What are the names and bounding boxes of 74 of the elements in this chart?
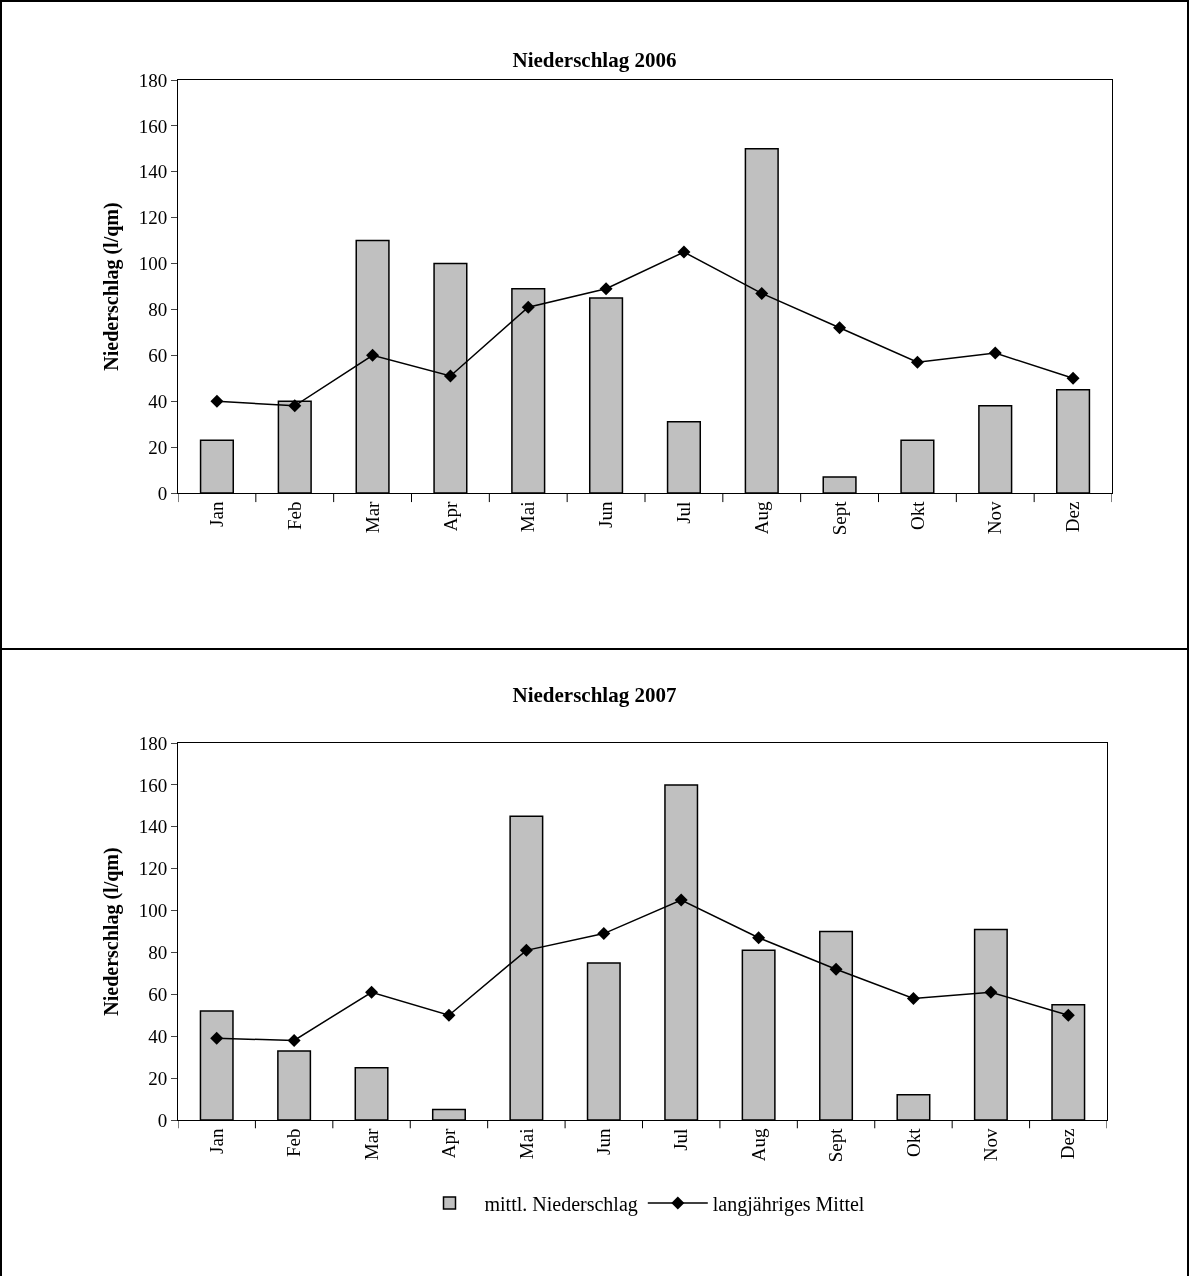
x-tick-label: Jan: [206, 501, 228, 527]
legend-label: mittl. Niederschlag: [484, 1192, 638, 1216]
point: [910, 355, 924, 369]
y-tick-label: 80: [148, 299, 168, 321]
x-tick-label: Jan: [205, 1128, 227, 1154]
x-tick-label: Jun: [595, 501, 617, 529]
x-tick-label: Mar: [360, 1127, 382, 1161]
y-tick-label: 120: [138, 207, 168, 229]
y-tick-label: 0: [157, 482, 168, 504]
chart-title: Niederschlag 2006: [512, 48, 677, 73]
y-tick-label: 180: [138, 69, 168, 91]
point: [210, 1031, 224, 1045]
x-tick-label: Apr: [438, 1127, 460, 1159]
x-tick-label: Feb: [283, 501, 305, 531]
y-tick-label: 140: [138, 161, 168, 183]
point: [519, 943, 533, 957]
point: [210, 394, 224, 408]
point: [365, 985, 379, 999]
chart-title: Niederschlag 2007: [512, 683, 677, 708]
point: [366, 348, 380, 362]
x-tick-label: Aug: [747, 1128, 769, 1162]
point: [829, 962, 843, 976]
x-tick-label: Dez: [1062, 501, 1084, 533]
x-tick-label: Sept: [825, 1127, 847, 1163]
x-tick-label: Aug: [750, 501, 772, 535]
x-tick-label: Nov: [980, 1128, 1002, 1162]
y-tick-label: 160: [138, 774, 168, 796]
y-tick-label: 180: [138, 732, 168, 754]
y-tick-label: 40: [148, 390, 168, 412]
x-tick-label: Feb: [283, 1128, 305, 1158]
y-tick-label: 0: [157, 1109, 168, 1131]
point: [521, 300, 535, 314]
y-tick-label: 100: [138, 253, 168, 275]
x-tick-label: Sept: [828, 500, 850, 536]
point: [984, 985, 998, 999]
point: [288, 399, 302, 413]
x-tick-label: Nov: [984, 501, 1006, 535]
x-tick-label: Apr: [439, 500, 461, 532]
point: [988, 346, 1002, 360]
legend-label: langjähriges Mittel: [712, 1192, 865, 1216]
y-tick-label: 80: [148, 942, 168, 964]
x-tick-label: Dez: [1057, 1128, 1079, 1160]
point: [833, 321, 847, 335]
point: [677, 245, 691, 259]
x-tick-label: Mar: [361, 500, 383, 534]
point: [287, 1033, 301, 1047]
point: [597, 927, 611, 941]
y-tick-label: 120: [138, 858, 168, 880]
y-tick-label: 20: [148, 1067, 168, 1089]
y-tick-label: 40: [148, 1025, 168, 1047]
x-tick-label: Okt: [902, 1127, 924, 1158]
point: [906, 992, 920, 1006]
y-axis-title: Niederschlag (l/qm): [100, 202, 124, 371]
x-tick-label: Jun: [592, 1128, 614, 1156]
y-axis-title: Niederschlag (l/qm): [100, 847, 124, 1016]
point: [674, 893, 688, 907]
point: [752, 931, 766, 945]
point: [755, 286, 769, 300]
y-tick-label: 160: [138, 115, 168, 137]
y-tick-label: 100: [138, 900, 168, 922]
x-tick-label: Mai: [517, 501, 539, 533]
point: [442, 1008, 456, 1022]
x-tick-label: Jul: [673, 501, 695, 524]
y-tick-label: 60: [148, 344, 168, 366]
x-tick-label: Mai: [515, 1128, 537, 1160]
point: [443, 369, 457, 383]
point: [1061, 1008, 1075, 1022]
y-tick-label: 20: [148, 436, 168, 458]
y-tick-label: 140: [138, 816, 168, 838]
y-tick-label: 60: [148, 983, 168, 1005]
x-tick-label: Okt: [906, 500, 928, 531]
x-tick-label: Jul: [670, 1128, 692, 1151]
point: [1066, 371, 1080, 385]
point: [599, 282, 613, 296]
